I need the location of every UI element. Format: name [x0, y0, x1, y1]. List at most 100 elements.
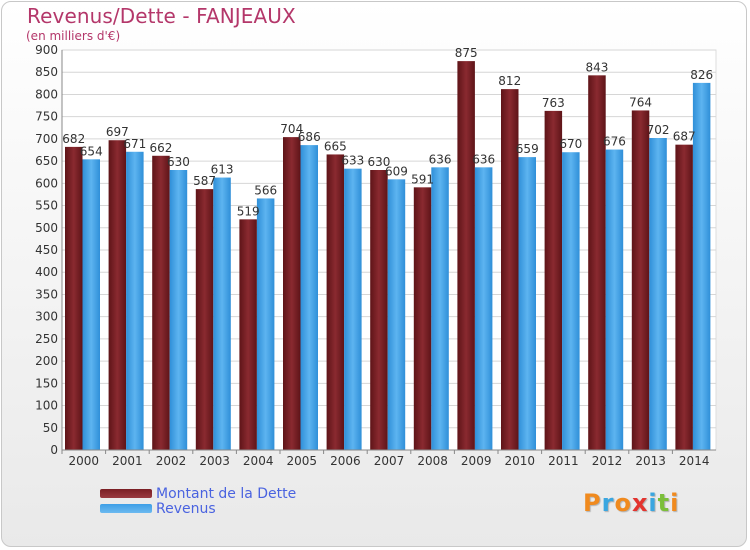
- bar-revenue: [213, 177, 231, 451]
- data-label-debt: 812: [498, 74, 521, 88]
- data-label-revenue: 826: [690, 68, 713, 82]
- bar-revenue: [300, 145, 318, 450]
- proxiti-logo: Proxiti: [583, 489, 679, 517]
- bar-debt: [283, 137, 301, 450]
- data-label-debt: 630: [367, 155, 390, 169]
- y-tick-label: 450: [35, 243, 58, 257]
- bar-revenue: [431, 167, 449, 451]
- logo-letter: i: [670, 489, 680, 517]
- data-label-revenue: 676: [603, 135, 626, 149]
- y-tick-label: 600: [35, 176, 58, 190]
- bar-revenue: [605, 149, 624, 451]
- x-tick-label: 2010: [505, 454, 536, 468]
- legend-swatch-debt: [100, 489, 152, 498]
- logo-letter: t: [657, 489, 671, 517]
- bar-revenue: [649, 138, 667, 450]
- logo-letter: P: [583, 489, 602, 517]
- data-label-revenue: 630: [167, 155, 190, 169]
- bar-revenue: [692, 82, 711, 450]
- bar-debt: [370, 170, 388, 450]
- y-tick-label: 400: [35, 265, 58, 279]
- bar-debt: [108, 140, 127, 450]
- x-tick-label: 2001: [112, 454, 143, 468]
- bar-debt: [631, 110, 650, 450]
- x-tick-label: 2008: [417, 454, 448, 468]
- y-tick-label: 100: [35, 399, 58, 413]
- y-tick-label: 0: [50, 443, 58, 457]
- data-label-debt: 662: [149, 141, 172, 155]
- data-label-revenue: 633: [341, 154, 364, 168]
- bar-debt: [65, 146, 83, 450]
- x-tick-label: 2011: [548, 454, 579, 468]
- bar-revenue: [126, 151, 144, 450]
- bar-debt: [239, 219, 257, 450]
- y-tick-label: 250: [35, 332, 58, 346]
- data-label-debt: 875: [455, 46, 478, 60]
- legend-label-revenue: Revenus: [156, 500, 216, 517]
- bar-debt: [544, 110, 563, 450]
- bar-revenue: [169, 170, 188, 450]
- y-tick-label: 300: [35, 310, 58, 324]
- y-tick-label: 200: [35, 354, 58, 368]
- chart-title: Revenus/Dette - FANJEAUX: [27, 4, 296, 28]
- data-label-revenue: 670: [559, 137, 582, 151]
- logo-letter: i: [648, 489, 658, 517]
- x-tick-label: 2006: [330, 454, 361, 468]
- logo-letter: x: [631, 489, 649, 517]
- y-tick-label: 650: [35, 154, 58, 168]
- y-tick-label: 750: [35, 110, 58, 124]
- legend-label-debt: Montant de la Dette: [156, 485, 297, 502]
- bar-debt: [413, 187, 432, 451]
- data-label-debt: 704: [280, 122, 303, 136]
- x-tick-label: 2000: [69, 454, 100, 468]
- x-tick-label: 2014: [679, 454, 710, 468]
- data-label-revenue: 613: [211, 163, 234, 177]
- y-tick-label: 850: [35, 65, 58, 79]
- bar-revenue: [387, 179, 406, 451]
- bar-debt: [326, 154, 345, 450]
- data-label-debt: 687: [673, 130, 696, 144]
- y-tick-label: 900: [35, 43, 58, 57]
- data-label-debt: 591: [411, 172, 434, 186]
- bar-revenue: [344, 168, 362, 450]
- data-label-revenue: 636: [429, 152, 452, 166]
- data-label-revenue: 636: [472, 152, 495, 166]
- data-label-revenue: 671: [123, 137, 146, 151]
- y-tick-label: 150: [35, 376, 58, 390]
- bar-revenue: [474, 167, 493, 451]
- y-tick-label: 50: [43, 421, 58, 435]
- bar-debt: [195, 189, 214, 450]
- y-tick-labels: 0 50 100 150 200 250 300 350 400 450 500 550 600 650 7…: [35, 43, 58, 457]
- x-tick-label: 2005: [287, 454, 318, 468]
- bar-debt: [675, 144, 693, 450]
- data-label-debt: 764: [629, 95, 652, 109]
- x-tick-label: 2009: [461, 454, 492, 468]
- data-label-debt: 682: [62, 132, 85, 146]
- data-label-debt: 697: [106, 125, 129, 139]
- y-tick-label: 500: [35, 221, 58, 235]
- logo-letter: o: [614, 489, 632, 517]
- y-tick-label: 800: [35, 87, 58, 101]
- bar-debt: [588, 75, 606, 450]
- x-tick-labels: 2000 2001 2002 2003 2004 2005 2006 2007 2008 2009…: [61, 450, 710, 468]
- legend-swatch-revenue: [100, 504, 152, 513]
- x-tick-label: 2002: [156, 454, 187, 468]
- y-tick-label: 350: [35, 287, 58, 301]
- bars: [65, 61, 711, 451]
- bar-debt: [457, 61, 475, 450]
- bar-revenue: [562, 152, 580, 450]
- y-tick-label: 550: [35, 199, 58, 213]
- data-label-debt: 587: [193, 174, 216, 188]
- chart-subtitle: (en milliers d'€): [26, 29, 121, 43]
- bar-revenue: [82, 159, 100, 451]
- x-tick-label: 2004: [243, 454, 274, 468]
- data-label-revenue: 609: [385, 164, 408, 178]
- legend: Montant de la Dette Revenus: [100, 485, 297, 517]
- legend-item-revenue: Revenus: [100, 500, 296, 517]
- x-tick-label: 2012: [592, 454, 623, 468]
- data-label-debt: 519: [237, 204, 260, 218]
- data-label-revenue: 686: [298, 130, 321, 144]
- data-label-debt: 763: [542, 96, 565, 110]
